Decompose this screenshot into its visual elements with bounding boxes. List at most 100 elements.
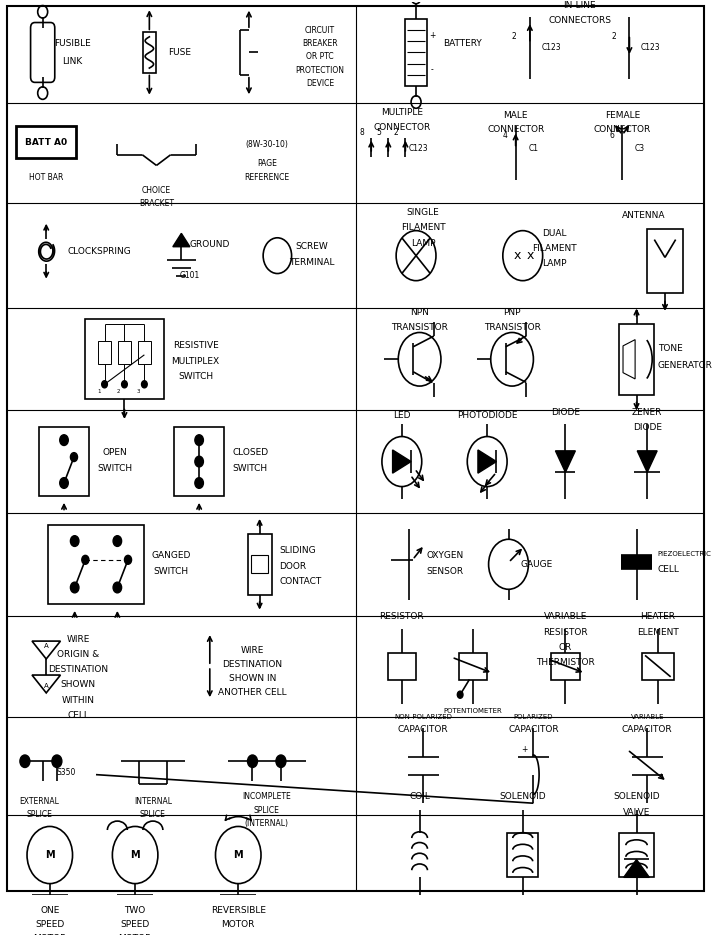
Bar <box>387 653 416 680</box>
Bar <box>620 324 654 395</box>
Text: WIRE: WIRE <box>67 635 90 644</box>
Text: LAMP: LAMP <box>411 238 435 248</box>
Text: MULTIPLEX: MULTIPLEX <box>172 356 219 366</box>
Polygon shape <box>624 859 649 877</box>
Text: CHOICE: CHOICE <box>142 186 171 195</box>
Text: MOTOR: MOTOR <box>222 920 255 929</box>
Text: CONNECTOR: CONNECTOR <box>594 125 651 135</box>
Circle shape <box>141 381 147 388</box>
Text: SHOWN IN: SHOWN IN <box>229 674 276 683</box>
Circle shape <box>113 583 122 593</box>
Circle shape <box>52 755 62 768</box>
Text: ANTENNA: ANTENNA <box>623 211 666 220</box>
Text: RESISTOR: RESISTOR <box>379 612 424 622</box>
Text: ONE: ONE <box>40 906 59 915</box>
Text: EXTERNAL: EXTERNAL <box>19 797 59 806</box>
Circle shape <box>82 555 89 565</box>
Circle shape <box>60 435 68 445</box>
Circle shape <box>195 435 203 445</box>
Text: CELL: CELL <box>658 565 680 574</box>
Text: -: - <box>431 65 434 74</box>
Text: SPLICE: SPLICE <box>140 811 166 819</box>
Text: 4: 4 <box>502 131 508 139</box>
Text: DESTINATION: DESTINATION <box>222 660 282 669</box>
Text: RESISTIVE: RESISTIVE <box>173 341 219 351</box>
Circle shape <box>195 478 203 488</box>
Text: CIRCUIT: CIRCUIT <box>305 25 335 35</box>
Text: OPEN: OPEN <box>103 448 127 457</box>
Text: NON-POLARIZED: NON-POLARIZED <box>395 713 452 720</box>
Text: TRANSISTOR: TRANSISTOR <box>391 323 448 332</box>
Text: SENSOR: SENSOR <box>426 567 464 576</box>
Text: WITHIN: WITHIN <box>62 696 95 705</box>
Text: CONNECTORS: CONNECTORS <box>548 16 611 25</box>
Text: 8: 8 <box>360 128 364 137</box>
Text: TONE: TONE <box>658 344 683 353</box>
Polygon shape <box>637 451 657 472</box>
Bar <box>118 341 131 364</box>
Text: SWITCH: SWITCH <box>233 464 268 473</box>
Text: SHOWN: SHOWN <box>61 681 96 689</box>
Text: SPEED: SPEED <box>120 920 150 929</box>
Text: DEVICE: DEVICE <box>306 79 334 88</box>
Text: 3: 3 <box>137 389 140 394</box>
Text: BREAKER: BREAKER <box>302 39 338 48</box>
Text: ORIGIN &: ORIGIN & <box>57 650 99 659</box>
Bar <box>647 229 683 294</box>
Bar <box>138 341 151 364</box>
Text: ZENER: ZENER <box>632 408 662 417</box>
Text: REVERSIBLE: REVERSIBLE <box>211 906 266 915</box>
Text: OR PTC: OR PTC <box>306 52 334 62</box>
Text: GANGED: GANGED <box>151 551 190 560</box>
Circle shape <box>122 381 127 388</box>
Circle shape <box>60 478 68 488</box>
Circle shape <box>125 555 132 565</box>
Bar <box>251 555 268 573</box>
Text: FILAMENT: FILAMENT <box>401 223 445 233</box>
Circle shape <box>458 691 463 698</box>
Circle shape <box>276 755 286 768</box>
Text: SOLENOID: SOLENOID <box>613 793 660 801</box>
Text: CAPACITOR: CAPACITOR <box>508 726 559 735</box>
Text: x: x <box>513 249 521 262</box>
Text: x: x <box>526 249 534 262</box>
Text: FUSIBLE: FUSIBLE <box>54 39 91 48</box>
Text: HEATER: HEATER <box>640 612 675 622</box>
Text: LAMP: LAMP <box>542 259 567 268</box>
Text: PNP: PNP <box>503 309 521 317</box>
Text: TERMINAL: TERMINAL <box>289 258 334 267</box>
Text: INCOMPLETE: INCOMPLETE <box>243 793 291 801</box>
Text: DOOR: DOOR <box>279 562 307 570</box>
Bar <box>143 33 156 73</box>
Text: VARIABLE: VARIABLE <box>631 713 664 720</box>
Text: SOLENOID: SOLENOID <box>500 793 546 801</box>
Text: CAPACITOR: CAPACITOR <box>398 726 448 735</box>
Circle shape <box>20 755 30 768</box>
Text: SLIDING: SLIDING <box>279 546 316 555</box>
Text: SPLICE: SPLICE <box>26 811 52 819</box>
Text: CLOSED: CLOSED <box>232 448 269 457</box>
Circle shape <box>248 755 258 768</box>
Circle shape <box>101 381 107 388</box>
Text: GENERATOR: GENERATOR <box>658 361 712 370</box>
Text: ANOTHER CELL: ANOTHER CELL <box>218 688 287 698</box>
Text: DIODE: DIODE <box>551 408 580 417</box>
Bar <box>621 555 652 568</box>
Text: NPN: NPN <box>411 309 429 317</box>
Text: (8W-30-10): (8W-30-10) <box>245 139 288 149</box>
Circle shape <box>70 536 79 546</box>
Text: LED: LED <box>393 410 411 420</box>
Text: POTENTIOMETER: POTENTIOMETER <box>444 708 502 713</box>
Text: SWITCH: SWITCH <box>153 567 188 576</box>
Text: PROTECTION: PROTECTION <box>295 65 345 75</box>
Bar <box>405 19 426 86</box>
Text: RESISTOR: RESISTOR <box>543 627 588 637</box>
Text: PAGE: PAGE <box>257 159 277 168</box>
Text: CAPACITOR: CAPACITOR <box>622 726 673 735</box>
Text: POLARIZED: POLARIZED <box>513 713 553 720</box>
Text: M: M <box>45 850 54 860</box>
Text: C123: C123 <box>641 44 660 52</box>
Text: OXYGEN: OXYGEN <box>426 551 464 560</box>
Text: 5: 5 <box>376 128 382 137</box>
Bar <box>619 833 654 877</box>
